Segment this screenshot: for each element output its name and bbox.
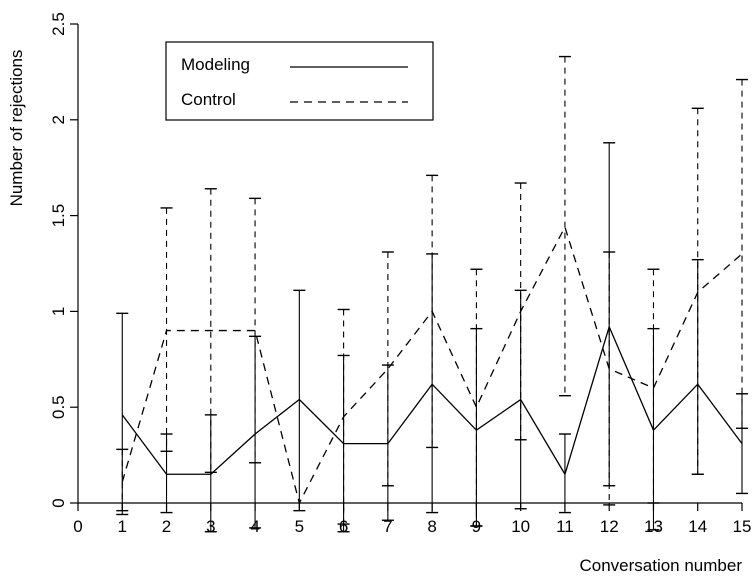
y-tick-label: 0 — [49, 498, 68, 507]
series-lines — [121, 225, 743, 505]
y-tick-label: 1.5 — [49, 204, 68, 228]
y-tick-label: 2 — [49, 115, 68, 124]
x-tick-label: 11 — [556, 517, 574, 536]
axes — [77, 24, 742, 504]
x-tick-label: 12 — [600, 517, 619, 536]
x-tick-label: 8 — [427, 517, 436, 536]
legend-box — [165, 41, 434, 121]
legend-label-control: Control — [181, 90, 236, 109]
legend: Modeling Control — [165, 41, 434, 121]
x-tick-label: 0 — [73, 517, 82, 536]
legend-label-modeling: Modeling — [181, 55, 250, 74]
y-ticks: 0 0.5 1 1.5 2 2.5 — [49, 12, 78, 508]
x-tick-label: 2 — [162, 517, 171, 536]
x-ticks: 0123456789101112131415 — [73, 503, 751, 536]
x-axis-label: Conversation number — [579, 556, 742, 575]
x-tick-label: 1 — [118, 517, 127, 536]
y-tick-label: 1 — [49, 307, 68, 316]
x-tick-label: 14 — [688, 517, 707, 536]
x-tick-label: 7 — [383, 517, 392, 536]
x-tick-label: 15 — [733, 517, 752, 536]
error-bars — [116, 55, 748, 533]
y-tick-label: 0.5 — [49, 395, 68, 419]
x-tick-label: 10 — [511, 517, 530, 536]
x-tick-label: 5 — [295, 517, 304, 536]
series-line-modeling — [121, 324, 743, 476]
series-line-control — [121, 225, 743, 505]
y-axis-label: Number of rejections — [7, 50, 26, 207]
y-tick-label: 2.5 — [49, 12, 68, 36]
